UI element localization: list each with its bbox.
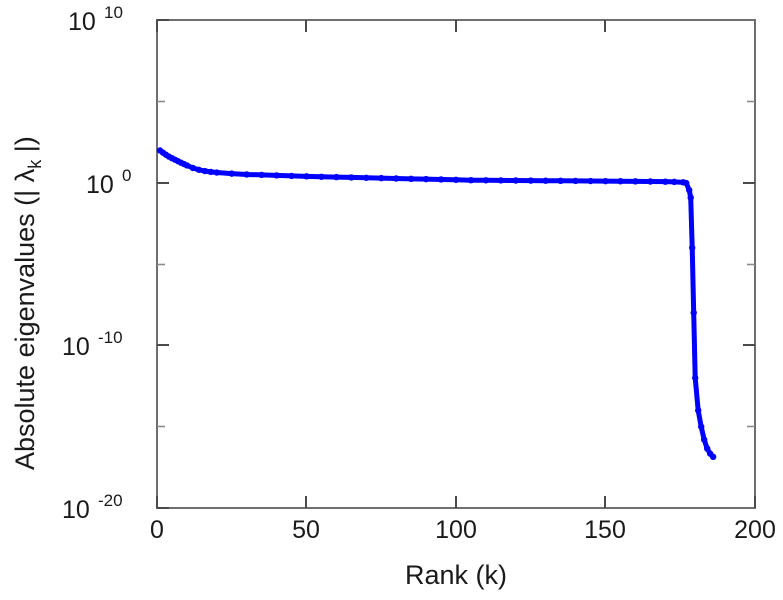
data-point: [697, 423, 705, 430]
data-point: [303, 173, 310, 180]
data-point: [378, 174, 385, 182]
data-point: [687, 194, 694, 201]
x-tick-label-2: 100: [435, 516, 477, 544]
y-tick-labels: 10 10 10 0 10 -10 10 -20: [62, 3, 131, 524]
axes-frame: [156, 19, 756, 509]
data-point: [703, 445, 711, 452]
data-point: [407, 175, 415, 183]
data-point: [482, 177, 490, 184]
data-point: [422, 175, 430, 183]
y-tick-mantissa-2: 10: [62, 333, 90, 361]
y-tick-mantissa-1: 10: [86, 171, 114, 199]
data-point: [602, 177, 609, 185]
data-point: [694, 407, 702, 414]
x-axis-ticks: [156, 20, 756, 508]
data-point: [632, 178, 639, 185]
x-tick-label-4: 200: [734, 516, 776, 544]
y-tick-mantissa-0: 10: [68, 8, 96, 36]
y-axis-title-subscript: k: [25, 159, 45, 169]
data-series-group: [156, 147, 717, 461]
y-tick-mantissa-3: 10: [62, 496, 90, 524]
data-point: [213, 169, 220, 176]
data-point: [258, 171, 265, 179]
data-point: [662, 178, 669, 185]
y-tick-exponent-1: 0: [122, 166, 131, 185]
x-axis-title: Rank (k): [405, 560, 507, 590]
data-point: [709, 453, 717, 461]
y-axis-title-tail: |): [10, 136, 40, 160]
data-point: [700, 436, 708, 443]
y-tick-exponent-3: -20: [98, 491, 123, 510]
data-point: [527, 177, 534, 184]
data-point: [243, 171, 250, 178]
data-point: [617, 178, 624, 185]
data-point: [692, 374, 699, 382]
data-point: [195, 166, 203, 173]
y-axis-title: Absolute eigenvalues (| λk |): [10, 136, 45, 470]
data-point: [572, 177, 579, 185]
data-point: [363, 174, 370, 181]
data-point: [686, 186, 693, 194]
data-point: [671, 178, 678, 186]
y-tick-exponent-2: -10: [98, 328, 123, 347]
data-point: [497, 177, 505, 184]
data-point: [587, 177, 594, 185]
data-point: [333, 173, 340, 181]
data-point: [647, 178, 654, 185]
data-point: [273, 172, 280, 179]
data-point: [189, 164, 197, 172]
data-point: [228, 170, 235, 177]
data-point: [207, 168, 215, 176]
data-point: [201, 167, 209, 175]
data-point: [689, 244, 696, 251]
x-tick-label-3: 150: [584, 516, 626, 544]
x-tick-label-1: 50: [292, 516, 320, 544]
data-point: [348, 174, 355, 181]
data-point: [683, 179, 690, 187]
data-point: [512, 177, 519, 184]
y-axis-ticks: [157, 19, 755, 509]
data-point: [690, 309, 697, 316]
data-point: [437, 176, 445, 183]
data-point: [542, 177, 549, 184]
y-tick-exponent-0: 10: [104, 3, 123, 22]
data-point: [467, 176, 475, 184]
data-point: [393, 175, 400, 182]
data-point: [318, 173, 325, 180]
data-point: [288, 172, 295, 180]
eigenvalue-series-markers: [156, 147, 717, 461]
y-axis-title-text: Absolute eigenvalues (| λ: [10, 168, 40, 470]
x-axis-title-text: Rank (k): [405, 560, 507, 590]
x-tick-label-0: 0: [150, 516, 164, 544]
eigenvalue-series-line: [157, 148, 716, 460]
data-point: [452, 176, 460, 183]
data-point: [557, 177, 564, 185]
svg-text:Absolute eigenvalues (| λk |): Absolute eigenvalues (| λk |): [10, 136, 45, 470]
data-point: [183, 162, 191, 169]
x-tick-labels: 0 50 100 150 200: [150, 516, 776, 544]
